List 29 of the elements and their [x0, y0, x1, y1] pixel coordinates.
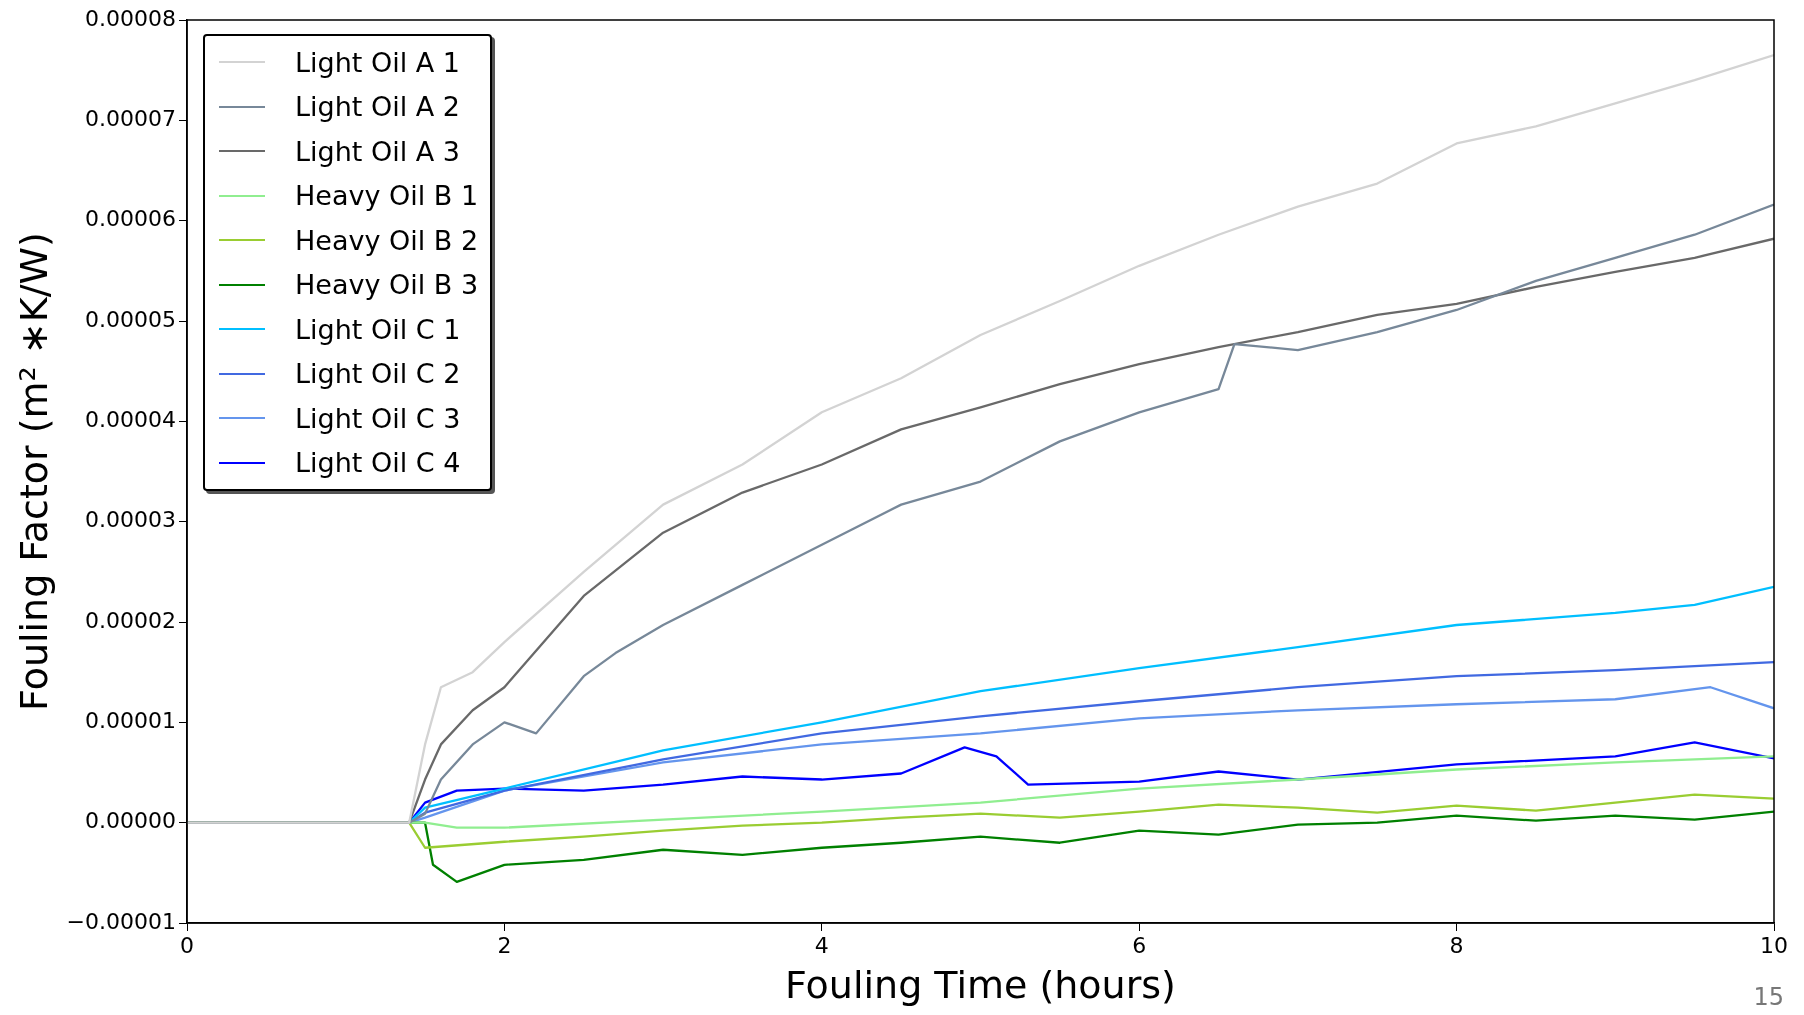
- legend-label: Heavy Oil B 2: [295, 224, 479, 256]
- legend-label: Light Oil A 1: [295, 46, 461, 78]
- y-tick-label: 0.00000: [85, 808, 177, 834]
- x-tick-label: 6: [1132, 932, 1147, 958]
- y-tick-label: −0.00001: [66, 908, 177, 934]
- x-tick-label: 2: [497, 932, 512, 958]
- y-axis-title: Fouling Factor (m² ∗K/W): [11, 232, 56, 711]
- legend-label: Light Oil C 3: [295, 402, 461, 434]
- y-tick-label: 0.00002: [85, 607, 177, 633]
- x-axis-title: Fouling Time (hours): [785, 963, 1176, 1008]
- text: 15: [1753, 983, 1784, 1011]
- x-tick-label: 8: [1449, 932, 1464, 958]
- legend-label: Heavy Oil B 3: [295, 269, 479, 301]
- legend-label: Light Oil C 1: [295, 313, 461, 345]
- y-tick-label: 0.00007: [85, 106, 177, 132]
- legend-label: Heavy Oil B 1: [295, 180, 479, 212]
- legend-label: Light Oil C 4: [295, 447, 461, 479]
- y-tick-label: 0.00006: [85, 206, 177, 232]
- legend-label: Light Oil A 3: [295, 135, 461, 167]
- legend-label: Light Oil C 2: [295, 358, 461, 390]
- y-tick-label: 0.00005: [85, 306, 177, 332]
- y-tick-label: 0.00001: [85, 708, 177, 734]
- y-tick-label: 0.00003: [85, 507, 177, 533]
- y-tick-label: 0.00008: [85, 5, 177, 31]
- x-tick-label: 4: [814, 932, 829, 958]
- y-tick-label: 0.00004: [85, 407, 177, 433]
- x-tick-label: 0: [180, 932, 195, 958]
- x-tick-label: 10: [1760, 932, 1788, 958]
- legend-label: Light Oil A 2: [295, 91, 461, 123]
